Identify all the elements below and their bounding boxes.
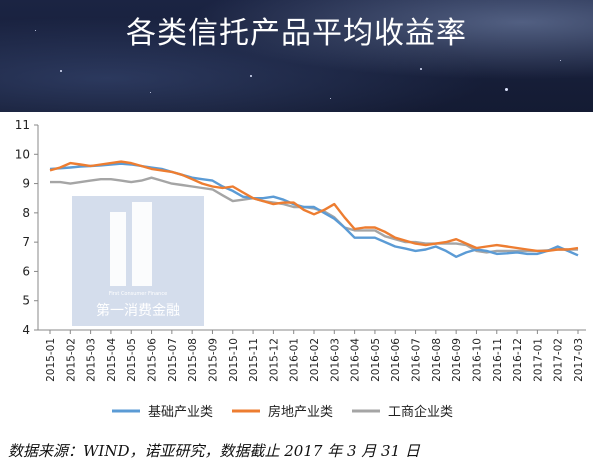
x-tick-label: 2016-08 — [431, 338, 443, 382]
series-line — [49, 160, 579, 253]
watermark-brand-text: 第一消费金融 — [96, 302, 180, 319]
x-tick-label: 2015-06 — [147, 338, 159, 382]
x-tick-label: 2016-06 — [390, 338, 402, 382]
y-tick-label: 7 — [22, 235, 30, 249]
x-tick-label: 2015-10 — [228, 338, 240, 382]
star-decoration — [560, 60, 561, 61]
watermark-small-text: First Consumer Finance — [109, 291, 167, 297]
star-decoration — [60, 70, 62, 72]
y-tick-label: 9 — [22, 177, 30, 191]
star-decoration — [150, 92, 151, 93]
x-tick-label: 2015-08 — [187, 338, 199, 382]
x-tick-label: 2015-03 — [86, 338, 98, 382]
legend-label: 工商企业类 — [388, 404, 453, 420]
star-decoration — [250, 75, 252, 77]
page-title: 各类信托产品平均收益率 — [126, 16, 467, 51]
x-tick-label: 2015-09 — [207, 338, 219, 382]
y-tick-label: 6 — [22, 264, 30, 278]
chart-legend: 基础产业类 房地产业类 工商企业类 — [112, 404, 453, 420]
source-note: 数据来源：WIND，诺亚研究，数据截止 2017 年 3 月 31 日 — [8, 442, 420, 460]
chart-series — [49, 160, 579, 258]
x-tick-label: 2016-01 — [289, 338, 301, 382]
x-tick-label: 2016-07 — [411, 338, 423, 382]
x-tick-label: 2015-07 — [167, 338, 179, 382]
chart-area: First Consumer Finance 第一消费金融 4 5 6 7 8 9 10 11… — [0, 112, 593, 434]
legend-label: 房地产业类 — [268, 404, 333, 420]
star-decoration — [420, 68, 422, 70]
y-tick-label: 8 — [22, 206, 30, 220]
x-tick-label: 2016-04 — [350, 338, 362, 382]
x-tick-label: 2015-02 — [65, 338, 77, 382]
star-decoration — [35, 30, 36, 31]
x-tick-label: 2015-11 — [248, 338, 260, 382]
y-tick-label: 10 — [15, 147, 30, 161]
x-tick-label: 2016-12 — [512, 338, 524, 382]
x-tick-label: 2016-05 — [370, 338, 382, 382]
x-tick-label: 2015-12 — [268, 338, 280, 382]
x-tick-label: 2017-03 — [573, 338, 585, 382]
watermark-logo: First Consumer Finance 第一消费金融 — [72, 196, 204, 326]
x-tick-label: 2015-04 — [106, 338, 118, 382]
x-tick-label: 2016-02 — [309, 338, 321, 382]
watermark-tower-left — [110, 212, 126, 286]
line-chart: First Consumer Finance 第一消费金融 4 5 6 7 8 9 10 11… — [15, 118, 586, 420]
chart-axes: 4 5 6 7 8 9 10 11 2015-01 2015-02 2015-03 2015-04 20… — [15, 118, 586, 382]
x-tick-label: 2016-11 — [492, 338, 504, 382]
y-tick-label: 11 — [15, 118, 30, 132]
x-tick-label: 2017-02 — [553, 338, 565, 382]
star-decoration — [505, 88, 508, 91]
watermark-tower-right — [132, 202, 152, 286]
x-tick-label: 2015-05 — [126, 338, 138, 382]
x-tick-label: 2016-10 — [471, 338, 483, 382]
header-banner: 各类信托产品平均收益率 — [0, 0, 593, 112]
star-decoration — [330, 98, 331, 99]
y-tick-label: 5 — [22, 294, 30, 308]
x-tick-label: 2016-03 — [329, 338, 341, 382]
x-tick-label: 2017-01 — [532, 338, 544, 382]
y-tick-label: 4 — [22, 323, 30, 337]
x-tick-label: 2015-01 — [45, 338, 57, 382]
legend-label: 基础产业类 — [148, 405, 213, 420]
x-tick-label: 2016-09 — [451, 338, 463, 382]
